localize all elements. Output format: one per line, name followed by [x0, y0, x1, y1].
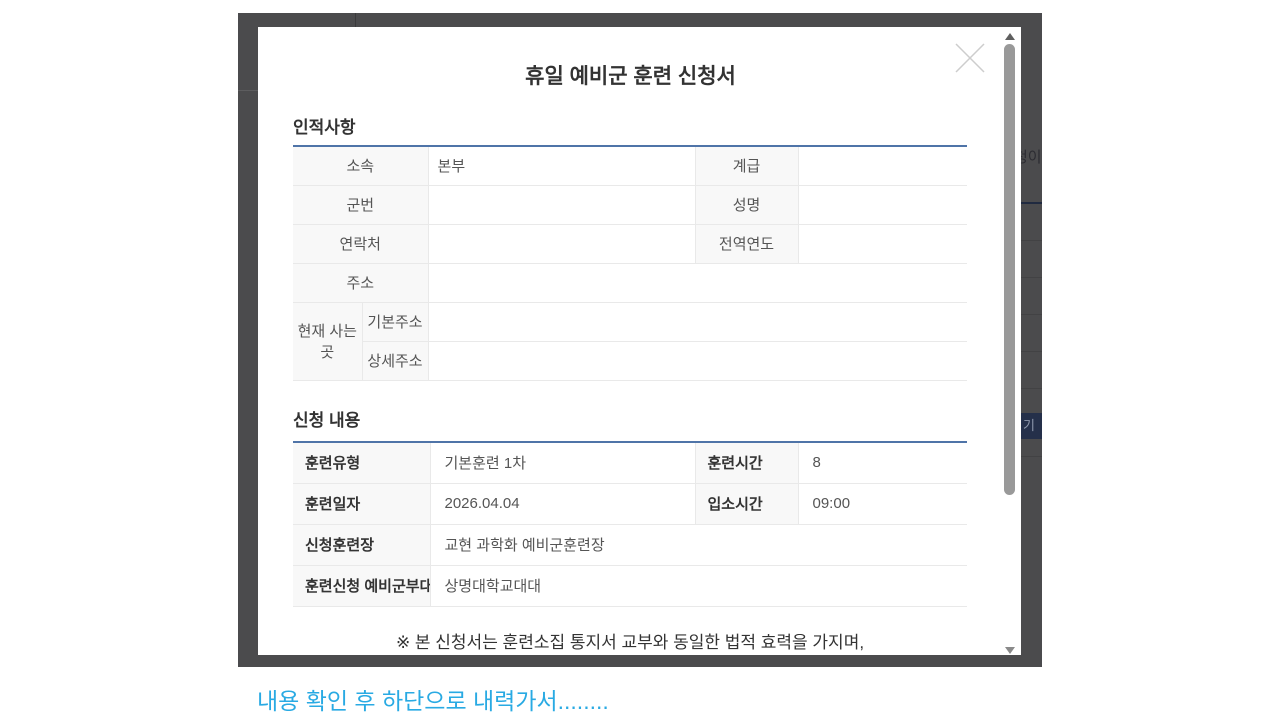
personal-info-table: 소속 본부 계급 군번 성명 연락처 전역연도 주소 — [293, 145, 968, 381]
entry-time-label: 입소시간 — [695, 483, 799, 525]
scrollbar-thumb[interactable] — [1004, 44, 1015, 495]
table-row: 훈련신청 예비군부대 상명대학교대대 — [293, 565, 967, 607]
address-label: 주소 — [293, 263, 429, 303]
table-row: 상세주소 — [293, 341, 968, 381]
background-row-divider — [1021, 456, 1042, 457]
table-row: 군번 성명 — [293, 185, 968, 225]
reserve-unit-value: 상명대학교대대 — [430, 565, 967, 607]
basic-address-label: 기본주소 — [362, 302, 429, 342]
table-row: 신청훈련장 교현 과학화 예비군훈련장 — [293, 524, 967, 566]
affiliation-value: 본부 — [428, 146, 696, 186]
detail-address-value — [428, 341, 968, 381]
training-date-label: 훈련일자 — [293, 483, 431, 525]
discharge-year-label: 전역연도 — [695, 224, 799, 264]
scrollbar-up-arrow-icon[interactable] — [1005, 33, 1015, 40]
affiliation-label: 소속 — [293, 146, 429, 186]
application-detail-table: 훈련유형 기본훈련 1차 훈련시간 8 훈련일자 2026.04.04 입소시간… — [293, 441, 967, 607]
background-row-divider — [238, 90, 258, 91]
name-label: 성명 — [695, 185, 799, 225]
background-text-fragment: 청이 — [1021, 149, 1042, 166]
close-button[interactable] — [950, 38, 990, 78]
table-row: 연락처 전역연도 — [293, 224, 968, 264]
training-date-value: 2026.04.04 — [430, 483, 696, 525]
training-application-modal: 휴일 예비군 훈련 신청서 인적사항 소속 본부 계급 군 — [258, 27, 1021, 655]
background-row-divider — [1021, 314, 1042, 315]
current-residence-label: 현재 사는곳 — [293, 302, 363, 381]
discharge-year-value — [798, 224, 968, 264]
service-number-label: 군번 — [293, 185, 429, 225]
background-right-edge: 청이 기 — [1021, 13, 1042, 667]
table-row: 주소 — [293, 263, 968, 303]
table-row: 소속 본부 계급 — [293, 146, 968, 186]
background-row-divider — [1021, 388, 1042, 389]
background-row-divider — [1021, 277, 1042, 278]
contact-value — [428, 224, 696, 264]
table-row: 현재 사는곳 기본주소 — [293, 302, 968, 381]
background-row-divider — [1021, 240, 1042, 241]
training-type-value: 기본훈련 1차 — [430, 442, 696, 484]
training-site-value: 교현 과학화 예비군훈련장 — [430, 524, 967, 566]
table-row: 훈련유형 기본훈련 1차 훈련시간 8 — [293, 442, 967, 484]
background-button-fragment: 기 — [1021, 413, 1042, 439]
name-value — [798, 185, 968, 225]
legal-note: ※ 본 신청서는 훈련소집 통지서 교부와 동일한 법적 효력을 가지며, — [395, 633, 865, 652]
close-icon — [950, 43, 990, 82]
background-row-divider — [1021, 351, 1042, 352]
entry-time-value: 09:00 — [798, 483, 967, 525]
section-title-application: 신청 내용 — [293, 411, 361, 430]
section-title-personal: 인적사항 — [293, 118, 356, 137]
training-hours-value: 8 — [798, 442, 967, 484]
rank-value — [798, 146, 968, 186]
background-column-divider — [355, 13, 356, 27]
basic-address-value — [428, 302, 968, 342]
address-value — [428, 263, 968, 303]
training-hours-label: 훈련시간 — [695, 442, 799, 484]
service-number-value — [428, 185, 696, 225]
table-row: 훈련일자 2026.04.04 입소시간 09:00 — [293, 483, 967, 525]
detail-address-label: 상세주소 — [362, 341, 429, 381]
background-table-header-line — [1021, 202, 1042, 204]
reserve-unit-label: 훈련신청 예비군부대 — [293, 565, 431, 607]
contact-label: 연락처 — [293, 224, 429, 264]
modal-title: 휴일 예비군 훈련 신청서 — [525, 65, 736, 88]
training-site-label: 신청훈련장 — [293, 524, 431, 566]
instruction-annotation: 내용 확인 후 하단으로 내력가서........ — [257, 688, 609, 714]
training-type-label: 훈련유형 — [293, 442, 431, 484]
scrollbar-down-arrow-icon[interactable] — [1005, 647, 1015, 654]
rank-label: 계급 — [695, 146, 799, 186]
